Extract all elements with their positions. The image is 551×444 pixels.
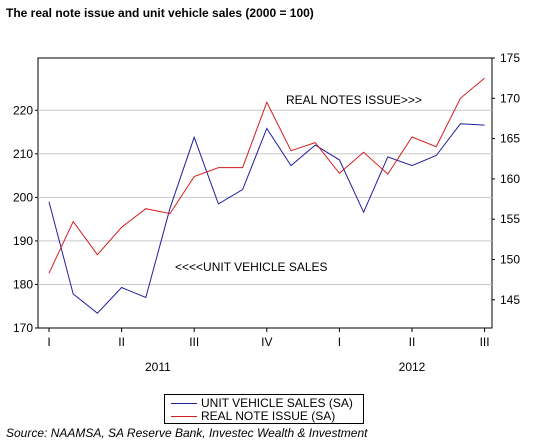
legend-item-notes: REAL NOTE ISSUE (SA) [171,410,335,423]
x-tick-label-4: I [338,335,341,349]
annotation-real-notes: REAL NOTES ISSUE>>> [286,93,422,107]
right-tick-label-155: 155 [500,212,520,226]
left-tick-label-220: 220 [13,103,33,117]
x-year-label-2012: 2012 [399,360,426,374]
left-tick-label-180: 180 [13,277,33,291]
right-tick-label-175: 175 [500,51,520,65]
plot-area-frame [37,57,493,329]
left-tick-label-200: 200 [13,190,33,204]
chart-title: The real note issue and unit vehicle sal… [6,6,314,20]
right-tick-label-170: 170 [500,91,520,105]
legend-swatch-vehicle [171,403,197,405]
x-tick-label-6: III [480,335,490,349]
x-tick-label-1: II [118,335,125,349]
right-tick-label-150: 150 [500,252,520,266]
x-tick-label-0: I [47,335,50,349]
right-tick-label-160: 160 [500,172,520,186]
x-tick-label-2: III [189,335,199,349]
legend: UNIT VEHICLE SALES (SA) REAL NOTE ISSUE … [164,394,364,424]
gridlines [38,109,492,285]
right-axis-ticks: 145 150 155 160 165 170 175 [492,51,520,307]
series-line-real-note-issue [48,77,485,274]
annotation-unit-vehicle: <<<<UNIT VEHICLE SALES [175,260,328,274]
right-tick-label-165: 165 [500,132,520,146]
legend-label-vehicle: UNIT VEHICLE SALES (SA) [201,396,353,410]
left-tick-label-210: 210 [13,147,33,161]
left-axis-ticks: 170 180 190 200 210 220 [13,103,38,335]
series-line-unit-vehicle-sales [48,123,485,314]
x-tick-label-3: IV [261,335,272,349]
legend-item-vehicle: UNIT VEHICLE SALES (SA) [171,397,353,410]
legend-label-notes: REAL NOTE ISSUE (SA) [201,409,336,423]
x-year-label-2011: 2011 [145,360,171,374]
left-tick-label-170: 170 [13,321,33,335]
right-tick-label-145: 145 [500,293,520,307]
legend-swatch-notes [171,416,197,418]
left-tick-label-190: 190 [13,234,33,248]
series-layer [48,77,485,314]
x-tick-label-5: II [409,335,416,349]
source-note: Source: NAAMSA, SA Reserve Bank, Investe… [6,426,368,440]
